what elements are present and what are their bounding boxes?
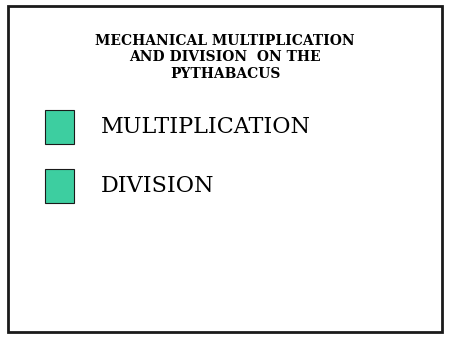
Text: MULTIPLICATION: MULTIPLICATION: [101, 116, 311, 138]
FancyBboxPatch shape: [45, 110, 74, 144]
FancyBboxPatch shape: [45, 169, 74, 203]
Text: MECHANICAL MULTIPLICATION
AND DIVISION  ON THE
PYTHABACUS: MECHANICAL MULTIPLICATION AND DIVISION O…: [95, 34, 355, 81]
Text: DIVISION: DIVISION: [101, 175, 215, 197]
FancyBboxPatch shape: [8, 6, 442, 332]
